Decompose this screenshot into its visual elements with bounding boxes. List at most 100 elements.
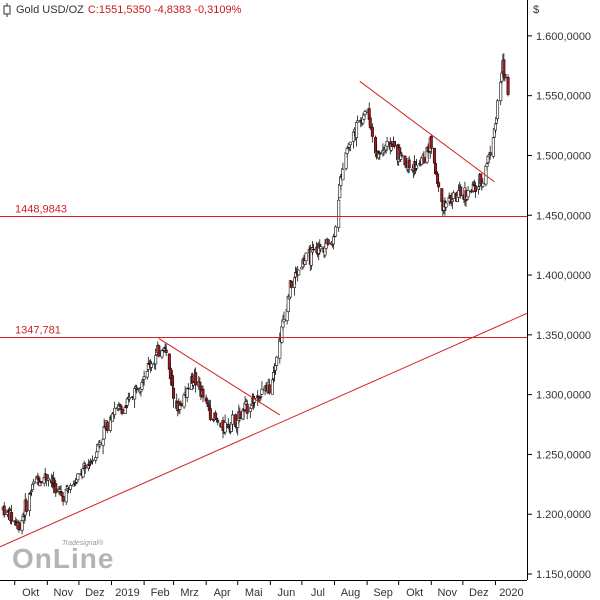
candle-body — [39, 481, 43, 484]
candle-body — [2, 505, 6, 516]
x-tick-label: Okt — [22, 587, 39, 599]
y-tick-label: 1.600,0000 — [536, 31, 591, 43]
x-tick-label: Dez — [469, 587, 489, 599]
x-tick-label: 2019 — [115, 587, 139, 599]
y-tick-label: 1.550,0000 — [536, 91, 591, 103]
y-tick-label: 1.200,0000 — [536, 509, 591, 521]
candle-body — [259, 396, 263, 398]
candle-body — [282, 318, 286, 323]
candle-body — [437, 182, 441, 188]
candle-body — [370, 127, 374, 137]
x-tick-label: Jul — [311, 587, 325, 599]
candle-body — [108, 416, 112, 431]
candle-body — [32, 481, 36, 485]
candle-body — [288, 280, 292, 298]
candle-body — [348, 141, 352, 146]
x-tick-label: Jun — [277, 587, 295, 599]
candle-body — [429, 136, 433, 149]
x-tick-label: Mrz — [180, 587, 198, 599]
candle-body — [407, 159, 411, 169]
chart-header: Gold USD/OZ C:1551,5350 -4,8383 -0,3109% — [2, 2, 241, 18]
candle-body — [238, 411, 242, 420]
candle-body — [499, 81, 503, 101]
candle-body — [54, 483, 58, 494]
instrument-name: Gold USD/OZ — [16, 4, 84, 16]
candle-body — [415, 164, 419, 169]
x-tick-label: Nov — [54, 587, 74, 599]
candle-body — [194, 372, 198, 386]
candle-body — [105, 421, 109, 431]
candle-body — [10, 512, 14, 522]
candle-body — [488, 152, 492, 156]
candle-body — [27, 493, 31, 512]
candle-body — [135, 387, 139, 391]
candle-body — [258, 398, 262, 401]
candle-body — [493, 123, 497, 131]
candle-body — [275, 356, 279, 366]
candle-body — [326, 239, 330, 245]
candle-body — [68, 485, 72, 490]
candle-body — [160, 350, 164, 358]
horizontal-level-label: 1347,781 — [15, 324, 61, 336]
candle-body — [157, 345, 161, 357]
y-tick-label: 1.350,0000 — [536, 330, 591, 342]
candle-body — [341, 168, 345, 181]
candle-body — [113, 407, 117, 416]
candle-body — [466, 189, 470, 198]
candle-body — [311, 248, 315, 251]
candle-body — [120, 408, 124, 414]
candle-body — [289, 280, 293, 288]
candle-body — [171, 375, 175, 387]
candle-body — [491, 137, 495, 157]
candle-body — [230, 414, 234, 425]
candle-body — [185, 388, 189, 398]
candle-body — [496, 100, 500, 120]
candle-body — [450, 199, 454, 202]
chart-overlays: 1448,9843 1347,781 — [0, 80, 528, 548]
candle-body — [125, 398, 129, 406]
candle-body — [355, 121, 359, 139]
x-tick-label: Dez — [85, 587, 105, 599]
candle-body — [81, 468, 85, 478]
candle-body — [270, 379, 274, 395]
x-tick-label: Nov — [437, 587, 457, 599]
candle-body — [378, 152, 382, 155]
candle-body — [30, 490, 34, 493]
logo-tagline: Tradesignal® — [62, 540, 104, 547]
candle-body — [87, 464, 91, 467]
candle-body — [485, 163, 489, 167]
candlestick-series — [1, 52, 510, 535]
candle-body — [186, 387, 190, 390]
candle-body — [392, 140, 396, 147]
candle-body — [337, 199, 341, 228]
candle-body — [260, 388, 264, 395]
candle-body — [459, 186, 463, 196]
x-tick-label: 2020 — [499, 587, 523, 599]
y-tick-label: 1.300,0000 — [536, 390, 591, 402]
candle-body — [502, 59, 506, 75]
candle-body — [400, 154, 404, 157]
y-tick-label: 1.150,0000 — [536, 569, 591, 581]
candle-body — [473, 185, 477, 192]
horizontal-level-label: 1448,9843 — [15, 203, 67, 215]
trend-line — [158, 338, 281, 416]
candle-body — [385, 141, 389, 147]
x-tick-label: Feb — [151, 587, 170, 599]
candlestick-icon — [2, 3, 12, 17]
candle-body — [331, 236, 335, 245]
y-tick-label: 1.500,0000 — [536, 150, 591, 162]
candle-body — [76, 473, 80, 481]
candle-body — [154, 355, 158, 365]
candle-body — [145, 371, 149, 378]
candle-body — [95, 451, 99, 458]
y-tick-label: 1.400,0000 — [536, 270, 591, 282]
candle-body — [440, 188, 444, 203]
trend-line — [0, 312, 528, 548]
candle-body — [24, 500, 28, 512]
candle-body — [61, 496, 65, 502]
x-tick-label: Okt — [406, 587, 423, 599]
candle-body — [201, 388, 205, 398]
candle-body — [127, 396, 131, 400]
